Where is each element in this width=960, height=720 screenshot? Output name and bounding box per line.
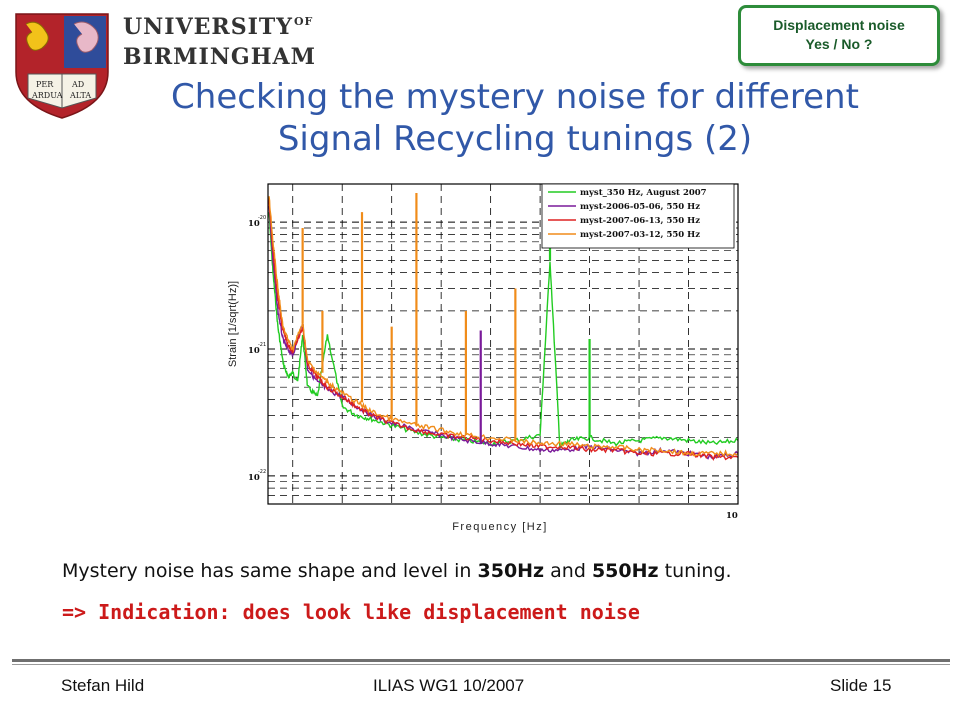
logo-text-ad: AD [71, 80, 84, 89]
statement-post: tuning. [658, 560, 732, 582]
footer-rule [12, 659, 950, 662]
series-line-1 [268, 205, 738, 460]
displacement-noise-badge: Displacement noise Yes / No ? [738, 5, 940, 66]
slide-title-line2: Signal Recycling tunings (2) [277, 119, 753, 159]
slide-title-line1: Checking the mystery noise for different [171, 77, 859, 117]
y-tick-base: 10 [248, 473, 260, 483]
footer-event: ILIAS WG1 10/2007 [373, 676, 525, 695]
y-tick-base: 10 [248, 219, 260, 229]
x-tick-label: 10 [726, 511, 738, 521]
x-axis-label: Frequency [Hz] [452, 521, 548, 533]
logo-text-per: PER [36, 80, 54, 89]
y-tick-label: 10-22 [248, 469, 266, 483]
footer-slide-number: Slide 15 [830, 676, 892, 695]
legend-box [541, 183, 735, 249]
statement-350hz: 350Hz [477, 560, 545, 582]
university-name: UNIVERSITYOF BIRMINGHAM [123, 14, 316, 70]
logo-text-alta: ALTA [69, 91, 91, 100]
legend-label-1: myst-2006-05-06, 550 Hz [580, 202, 700, 212]
legend-label-0: myst_350 Hz, August 2007 [580, 188, 707, 198]
y-axis-label: Strain [1/sqrt(Hz)] [227, 281, 239, 367]
legend-label-2: myst-2007-06-13, 550 Hz [580, 216, 700, 226]
frame-layer [267, 183, 739, 505]
university-of: OF [293, 15, 314, 28]
statement-text: Mystery noise has same shape and level i… [62, 560, 732, 582]
y-tick-exponent: -22 [258, 469, 266, 475]
university-crest-logo: PER AD ARDUA ALTA [15, 13, 109, 119]
statement-550hz: 550Hz [591, 560, 659, 582]
y-tick-base: 10 [248, 346, 260, 356]
logo-text-ardua: ARDUA [31, 91, 63, 100]
legend: myst_350 Hz, August 2007 myst-2006-05-06,… [541, 183, 735, 249]
plot-frame [267, 183, 739, 505]
statement-pre: Mystery noise has same shape and level i… [62, 560, 478, 582]
y-tick-exponent: -20 [258, 215, 266, 221]
university-name-line1: UNIVERSITYOF [123, 14, 316, 44]
indication-text: => Indication: does look like displaceme… [62, 600, 640, 624]
series-line-3 [268, 196, 738, 458]
strain-spectrum-chart: myst_350 Hz, August 2007 myst-2006-05-06,… [227, 183, 739, 533]
series-line-2 [268, 197, 738, 462]
footer-author: Stefan Hild [61, 676, 145, 695]
slide-title: Checking the mystery noise for different… [130, 76, 900, 160]
university-name-line2: BIRMINGHAM [123, 44, 316, 70]
footer-rule-thin [12, 664, 950, 665]
y-tick-label: 10-21 [248, 342, 266, 356]
university-word: UNIVERSITY [123, 14, 293, 40]
y-tick-label: 10-20 [248, 215, 266, 229]
statement-mid: and [544, 560, 592, 582]
legend-label-3: myst-2007-03-12, 550 Hz [580, 230, 700, 240]
y-tick-exponent: -21 [258, 342, 266, 348]
badge-line1: Displacement noise [773, 17, 905, 33]
badge-line2: Yes / No ? [805, 36, 873, 52]
